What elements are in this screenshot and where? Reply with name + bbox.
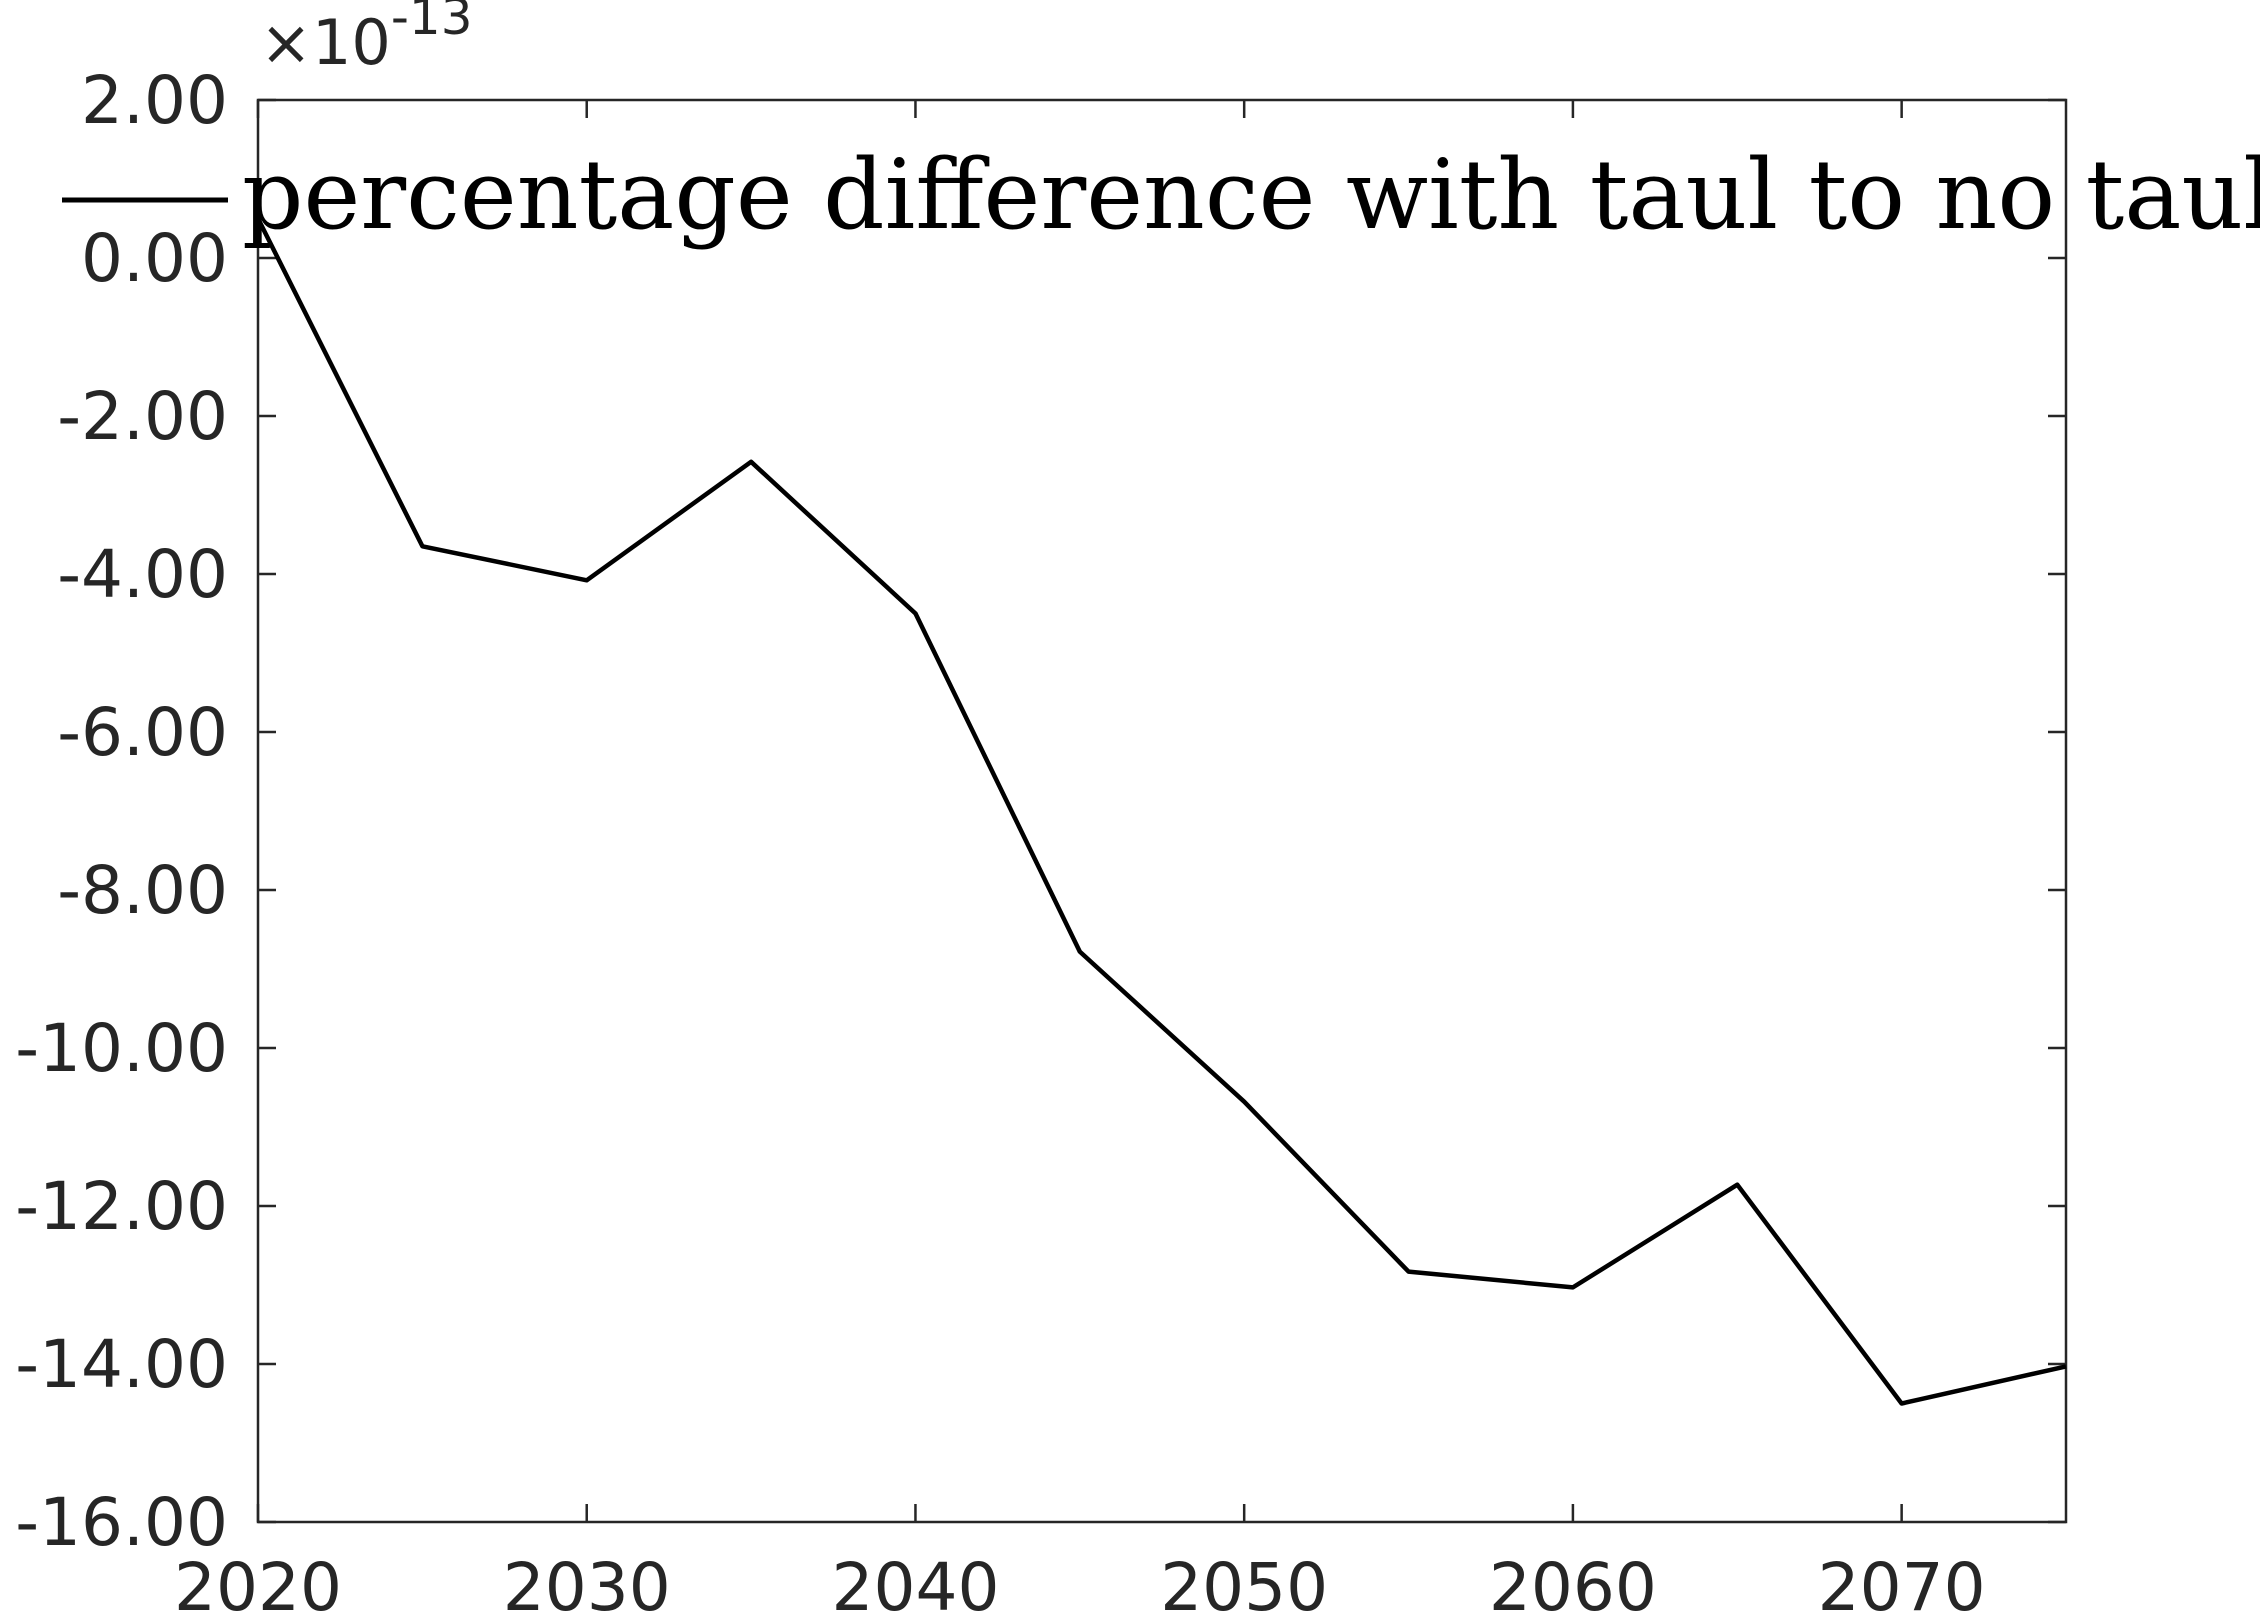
x-tick-label: 2020 bbox=[174, 1549, 342, 1622]
y-tick-label: 0.00 bbox=[81, 220, 228, 297]
y-tick-label: -4.00 bbox=[57, 536, 228, 613]
legend: percentage difference with taul to no ta… bbox=[62, 139, 2260, 251]
series-line bbox=[255, 217, 2067, 1406]
y-tick-label: -14.00 bbox=[15, 1326, 228, 1403]
x-tick-label: 2040 bbox=[831, 1549, 999, 1622]
exponent-power: -13 bbox=[391, 0, 473, 46]
x-tick-label: 2030 bbox=[503, 1549, 671, 1622]
plot-frame bbox=[256, 98, 2068, 1524]
y-axis-exponent: ×10-13 bbox=[260, 0, 473, 79]
y-tick-label: 2.00 bbox=[81, 62, 228, 139]
y-tick-label: -12.00 bbox=[15, 1168, 228, 1245]
legend-label: percentage difference with taul to no ta… bbox=[242, 139, 2260, 251]
axes-layer: 2.00 0.00 -2.00 -4.00 -6.00 -8.00 -10.00 -12.00… bbox=[15, 0, 2068, 1622]
y-tick-label: -2.00 bbox=[57, 378, 228, 455]
x-tick-label: 2070 bbox=[1818, 1549, 1986, 1622]
series-layer bbox=[255, 217, 2067, 1406]
y-tick-label: -8.00 bbox=[57, 852, 228, 929]
y-tick-label: -6.00 bbox=[57, 694, 228, 771]
x-tick-label: 2050 bbox=[1160, 1549, 1328, 1622]
y-tick-label: -16.00 bbox=[15, 1484, 228, 1561]
y-tick-label: -10.00 bbox=[15, 1010, 228, 1087]
exponent-base: ×10 bbox=[260, 6, 391, 79]
x-tick-label: 2060 bbox=[1489, 1549, 1657, 1622]
